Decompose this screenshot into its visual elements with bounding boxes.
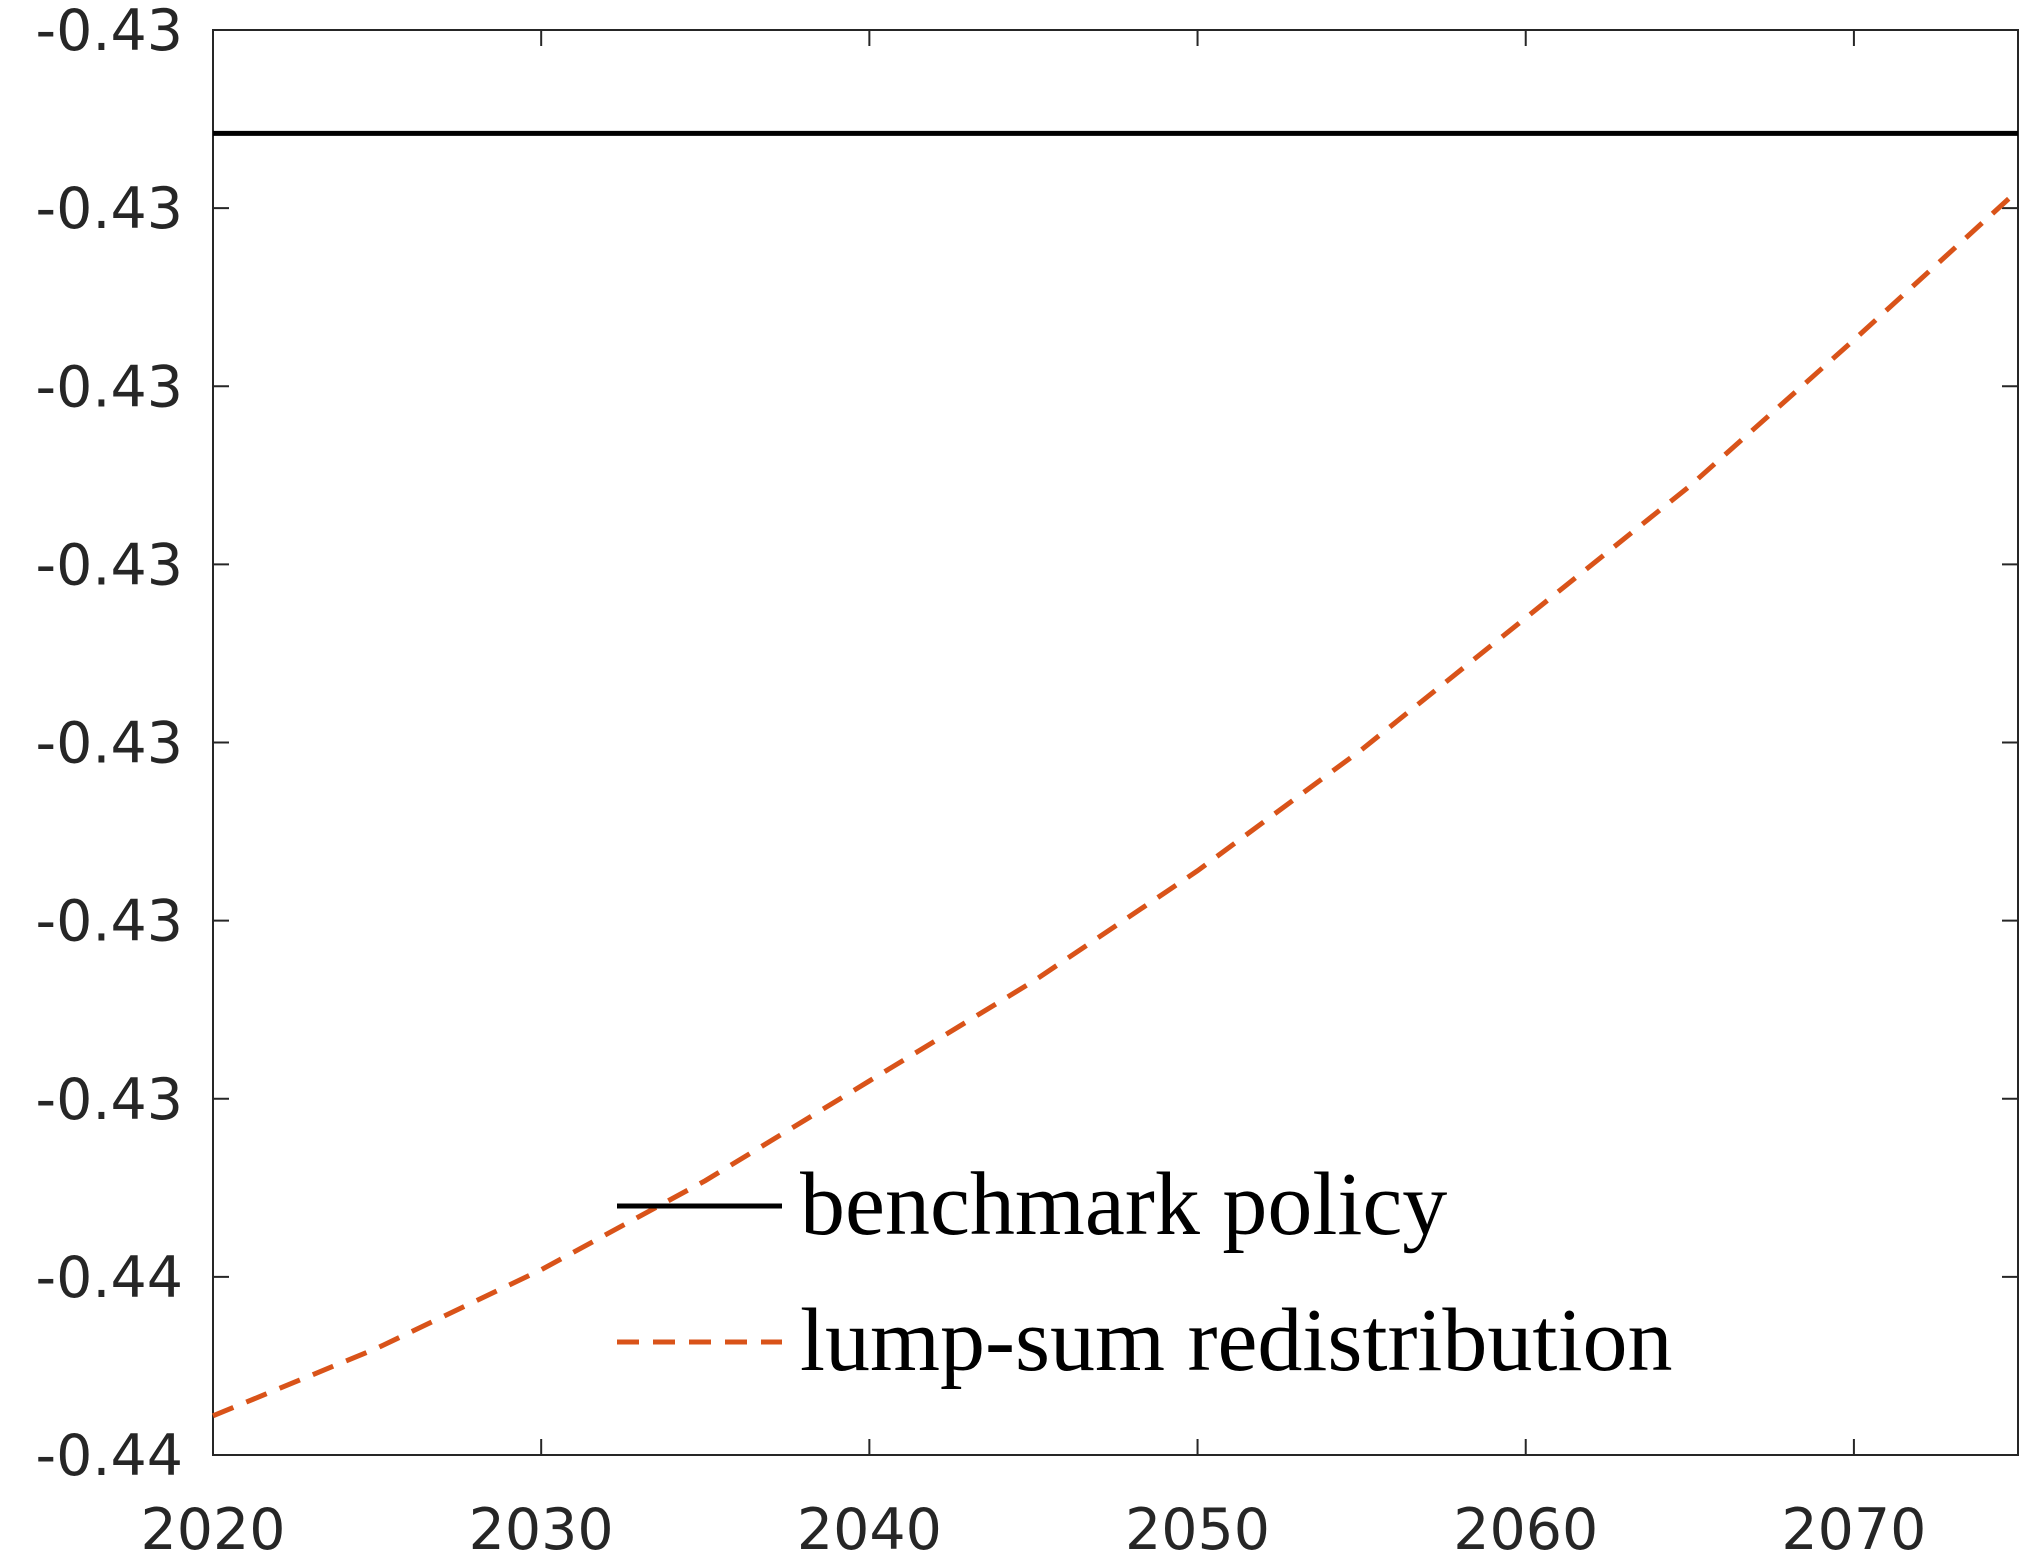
legend-label: lump-sum redistribution [800, 1291, 1672, 1390]
x-tick-label: 2040 [797, 1497, 942, 1554]
y-tick-label: -0.43 [36, 532, 183, 598]
y-tick-label: -0.44 [36, 1423, 183, 1489]
y-tick-label: -0.43 [36, 354, 183, 420]
x-tick-label: 2030 [469, 1497, 614, 1554]
x-tick-label: 2070 [1781, 1497, 1926, 1554]
y-tick-label: -0.43 [36, 1067, 183, 1133]
legend-label: benchmark policy [800, 1155, 1447, 1254]
y-tick-label: -0.43 [36, 889, 183, 955]
y-tick-label: -0.43 [36, 176, 183, 242]
x-tick-label: 2060 [1453, 1497, 1598, 1554]
axes-box [212, 29, 2019, 1456]
x-tick-label: 2020 [140, 1497, 285, 1554]
x-tick-label: 2050 [1125, 1497, 1270, 1554]
series-line [212, 188, 2020, 1419]
y-tick-label: -0.44 [36, 1245, 183, 1311]
y-tick-label: -0.43 [36, 711, 183, 777]
y-tick-label: -0.43 [36, 0, 183, 64]
